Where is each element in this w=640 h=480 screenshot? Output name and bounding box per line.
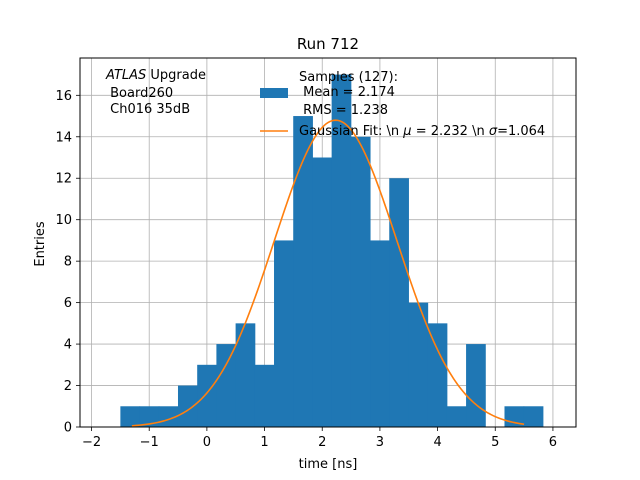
channel-label: Ch016 35dB <box>106 102 190 117</box>
board-label: Board260 <box>106 86 173 101</box>
x-tick-label: 1 <box>260 435 268 450</box>
histogram-bar <box>177 385 198 427</box>
atlas-upgrade-text: Upgrade <box>146 68 206 83</box>
x-tick-label: 4 <box>433 435 441 450</box>
histogram-bar <box>139 406 160 427</box>
y-axis-label: Entries <box>33 221 48 267</box>
axes-frame <box>79 57 577 428</box>
legend-fit-sigma: σ <box>489 124 498 139</box>
y-tick-label: 8 <box>64 255 72 270</box>
y-tick-label: 2 <box>64 379 72 394</box>
x-tick-label: 2 <box>318 435 326 450</box>
histogram-bar <box>408 302 429 427</box>
x-tick-label: 0 <box>203 435 211 450</box>
gaussian-fit <box>131 119 525 427</box>
histogram-bar <box>158 406 179 427</box>
histogram-bar <box>312 157 333 427</box>
x-tick-label: −1 <box>140 435 159 450</box>
y-tick-label: 10 <box>55 213 72 228</box>
histogram-bar <box>274 240 294 427</box>
y-tick-label: 6 <box>64 296 72 311</box>
histogram-bar <box>466 344 486 427</box>
histogram-bar <box>216 344 237 427</box>
x-tick-label: −2 <box>82 435 101 450</box>
atlas-label: ATLAS Upgrade <box>105 68 206 83</box>
x-axis-label: time [ns] <box>299 457 358 472</box>
histogram-bar <box>427 323 448 427</box>
histogram-bar <box>446 406 467 427</box>
histogram-bar <box>197 364 217 427</box>
y-tick-label: 16 <box>55 89 72 104</box>
legend-fit-mid: = 2.232 \n <box>412 124 489 139</box>
x-tick-label: 5 <box>491 435 499 450</box>
legend-fit-prefix: Gaussian Fit: \n <box>299 124 403 139</box>
legend-swatch-histogram <box>260 88 288 98</box>
histogram-bar <box>331 74 352 428</box>
legend-samples-line3: RMS = 1.238 <box>299 103 388 118</box>
y-tick-label: 4 <box>64 338 72 353</box>
x-tick-label: 3 <box>376 435 384 450</box>
legend-samples-line1: Samples (127): <box>299 70 398 85</box>
x-tick-label: 6 <box>549 435 557 450</box>
histogram-bar <box>370 240 390 427</box>
histogram-bar <box>235 323 256 427</box>
histogram-bar <box>254 364 275 427</box>
histogram-bar <box>389 178 409 427</box>
chart-title: Run 712 <box>297 35 359 53</box>
legend-fit-label: Gaussian Fit: \n μ = 2.232 \n σ=1.064 <box>299 124 545 139</box>
legend-samples-line2: Mean = 2.174 <box>299 85 395 100</box>
histogram-bar <box>350 136 371 428</box>
legend-fit-suffix: =1.064 <box>497 124 545 139</box>
y-tick-label: 0 <box>64 421 72 436</box>
histogram-bar <box>523 406 544 427</box>
histogram-bar <box>293 116 313 427</box>
legend: Samples (127): Mean = 2.174 RMS = 1.238 … <box>260 70 545 139</box>
fit-curve <box>131 119 525 427</box>
histogram-bar <box>120 406 141 427</box>
histogram-bars <box>120 74 544 428</box>
y-tick-label: 12 <box>55 172 72 187</box>
atlas-italic-text: ATLAS <box>105 68 146 83</box>
legend-fit-mu: μ <box>402 124 411 139</box>
y-tick-label: 14 <box>55 130 72 145</box>
